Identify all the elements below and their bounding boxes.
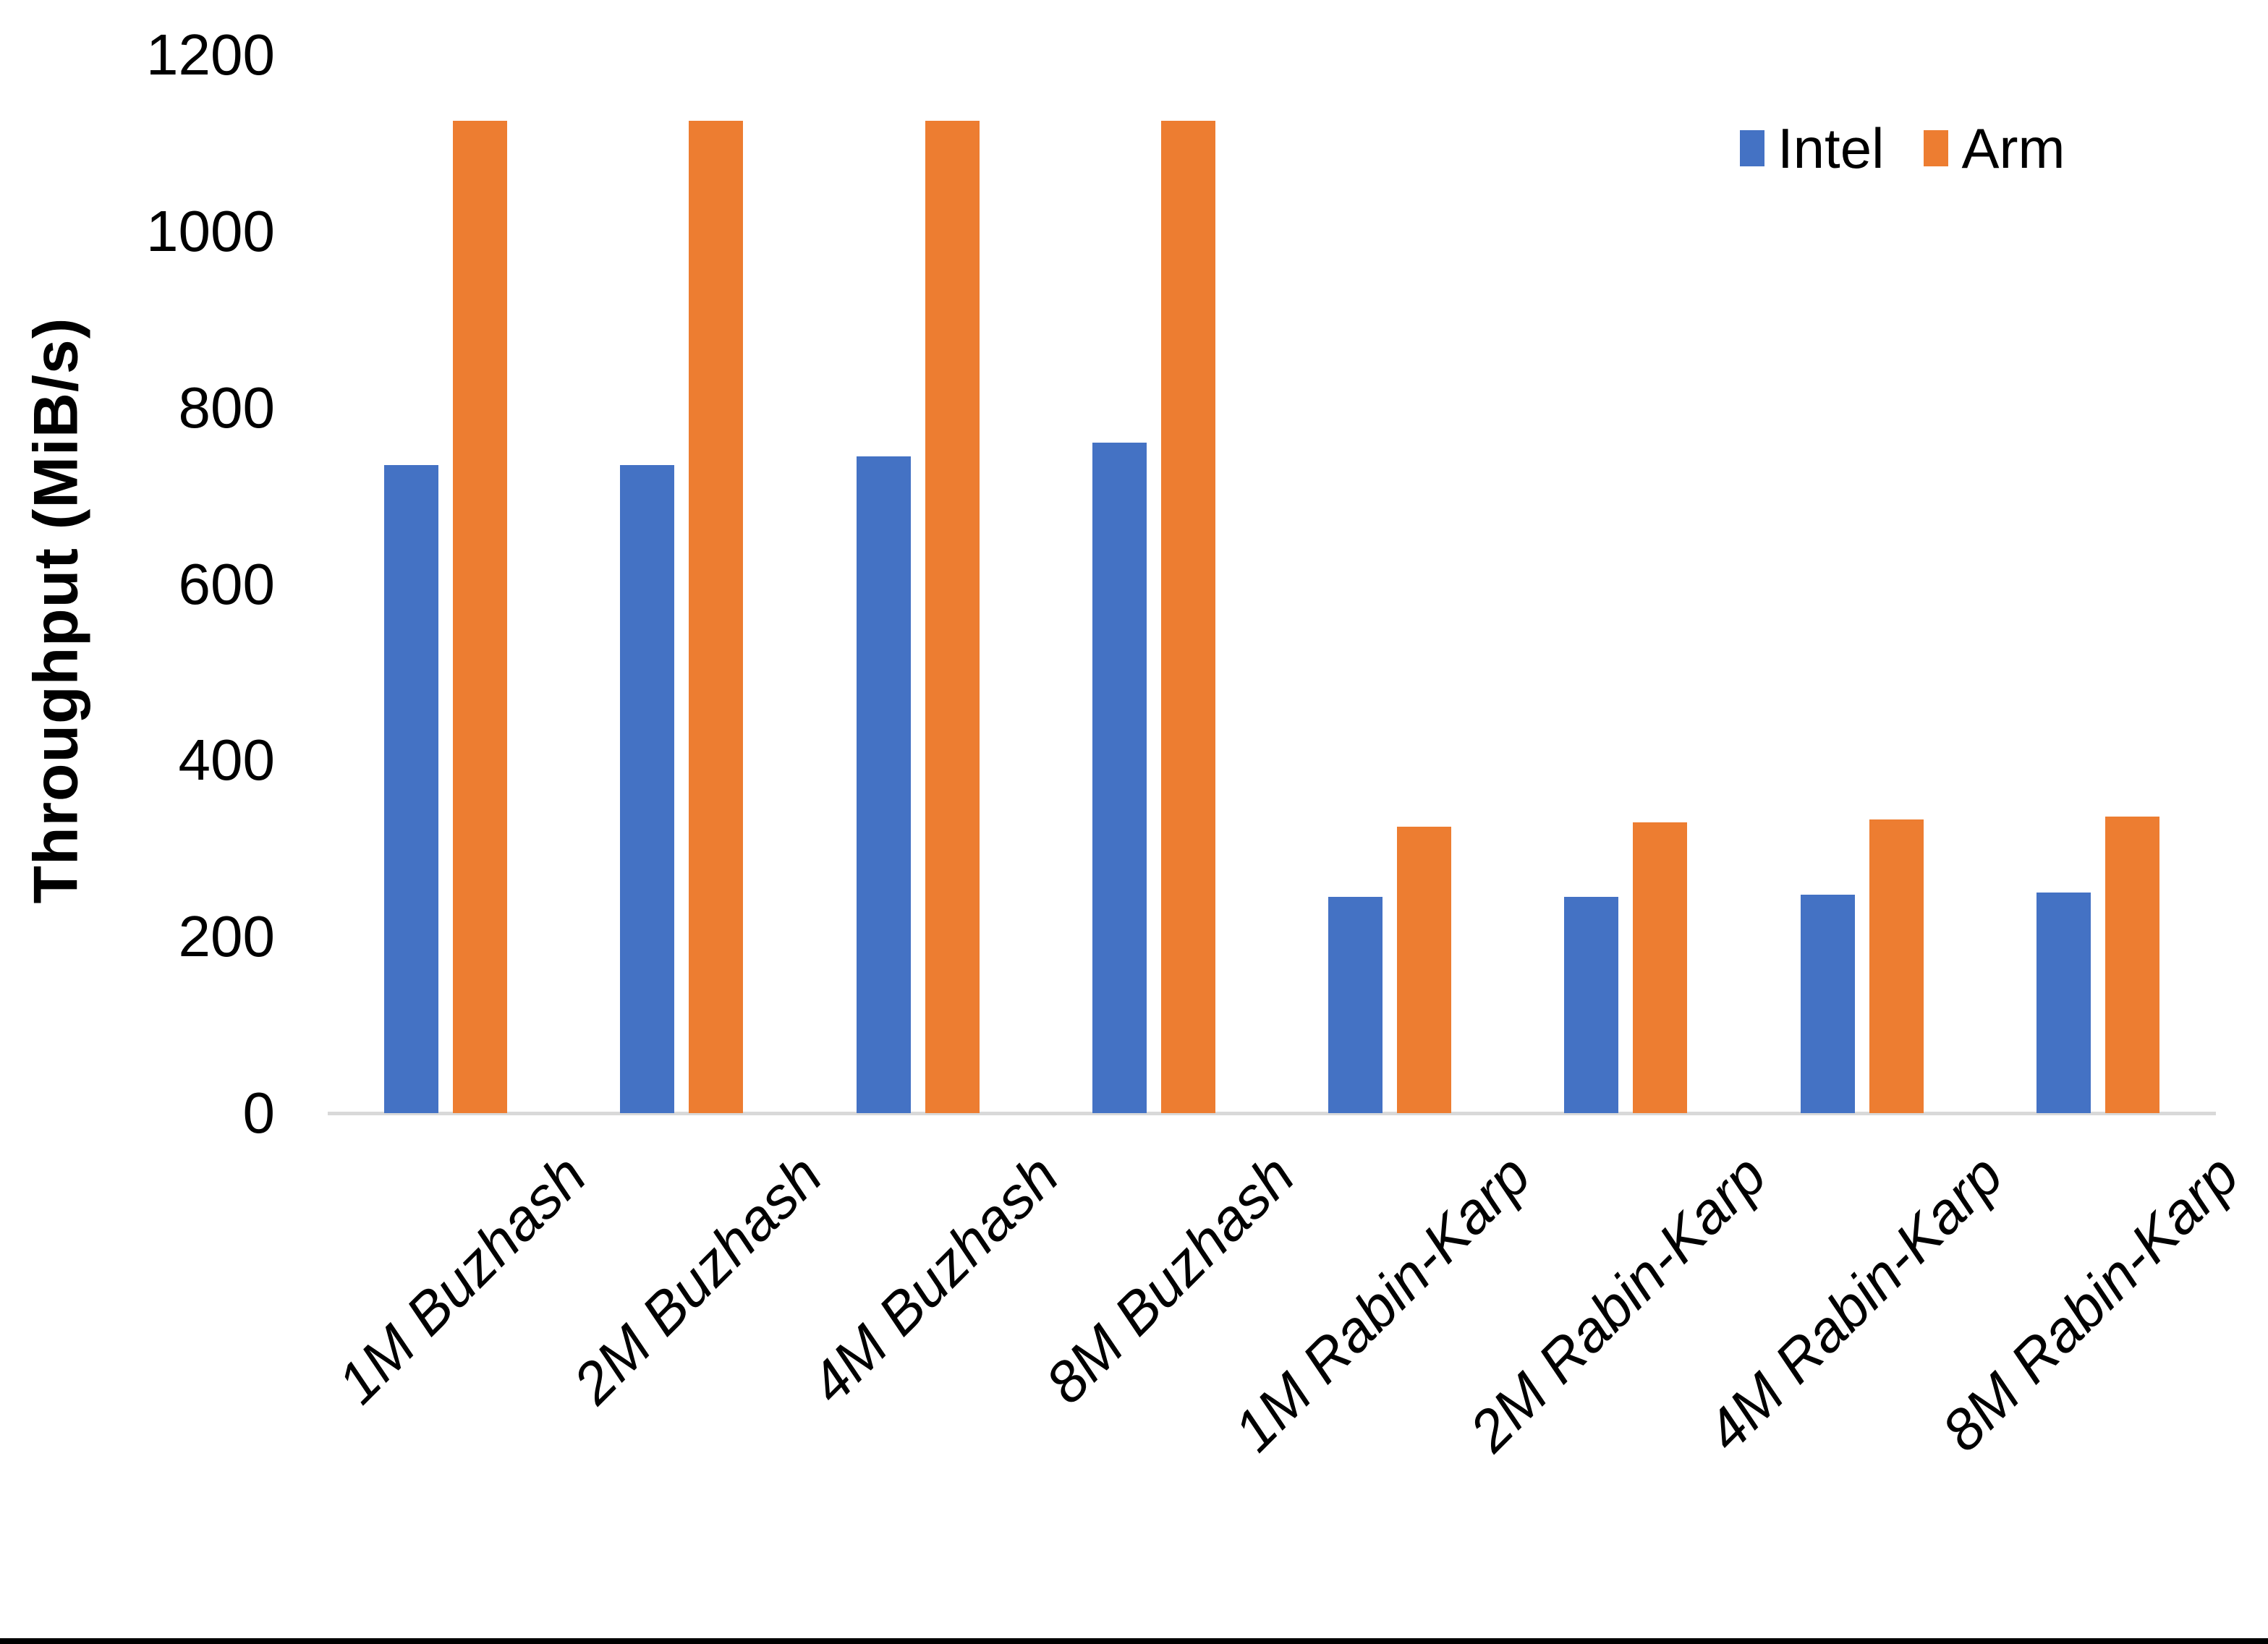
- y-axis-tick-label-0: 0: [242, 1081, 276, 1145]
- x-axis-line: [328, 1112, 2216, 1115]
- bar-arm-8m-buzhash: [1160, 121, 1215, 1113]
- y-axis-tick-label-400: 400: [178, 728, 275, 793]
- x-axis-label-8m-buzhash: 8M Buzhash: [1033, 1142, 1307, 1416]
- legend-swatch-arm: [1924, 130, 1949, 166]
- y-axis-tick-label-600: 600: [178, 551, 275, 616]
- bar-arm-8m-rabin-karp: [2105, 817, 2159, 1113]
- x-axis-label-4m-rabin-karp: 4M Rabin-Karp: [1694, 1142, 2015, 1464]
- y-axis-tick-label-800: 800: [178, 375, 275, 440]
- x-axis-label-4m-buzhash: 4M Buzhash: [797, 1142, 1071, 1416]
- bar-intel-4m-rabin-karp: [1800, 894, 1855, 1113]
- y-axis-tick-label-1200: 1200: [146, 22, 275, 87]
- x-axis-label-8m-rabin-karp: 8M Rabin-Karp: [1929, 1142, 2251, 1464]
- y-axis-tick-label-1000: 1000: [146, 198, 275, 263]
- x-axis-label-2m-buzhash: 2M Buzhash: [561, 1142, 835, 1416]
- legend-item-arm: Arm: [1924, 120, 2065, 176]
- bar-arm-2m-buzhash: [689, 121, 744, 1113]
- x-axis-label-1m-buzhash: 1M Buzhash: [325, 1142, 598, 1416]
- legend: Intel Arm: [1740, 116, 2065, 181]
- bar-arm-4m-rabin-karp: [1869, 819, 1924, 1113]
- legend-item-intel: Intel: [1740, 120, 1884, 176]
- legend-label-arm: Arm: [1961, 116, 2065, 180]
- x-axis-label-1m-rabin-karp: 1M Rabin-Karp: [1221, 1142, 1542, 1464]
- bar-arm-4m-buzhash: [925, 121, 980, 1113]
- legend-label-intel: Intel: [1778, 116, 1885, 180]
- legend-swatch-intel: [1740, 130, 1764, 166]
- bar-intel-8m-buzhash: [1092, 443, 1147, 1113]
- bar-intel-1m-rabin-karp: [1328, 897, 1383, 1113]
- bar-intel-8m-rabin-karp: [2036, 893, 2091, 1113]
- y-axis-tick-label-200: 200: [178, 904, 275, 969]
- bar-intel-2m-buzhash: [620, 464, 675, 1113]
- bar-arm-2m-rabin-karp: [1633, 822, 1688, 1113]
- bar-intel-1m-buzhash: [384, 464, 439, 1113]
- bar-arm-1m-rabin-karp: [1397, 826, 1452, 1113]
- bar-intel-4m-buzhash: [856, 456, 911, 1113]
- bar-intel-2m-rabin-karp: [1564, 897, 1619, 1113]
- bottom-edge-bar: [0, 1638, 2268, 1644]
- bar-arm-1m-buzhash: [453, 121, 508, 1113]
- x-axis-label-2m-rabin-karp: 2M Rabin-Karp: [1457, 1142, 1779, 1464]
